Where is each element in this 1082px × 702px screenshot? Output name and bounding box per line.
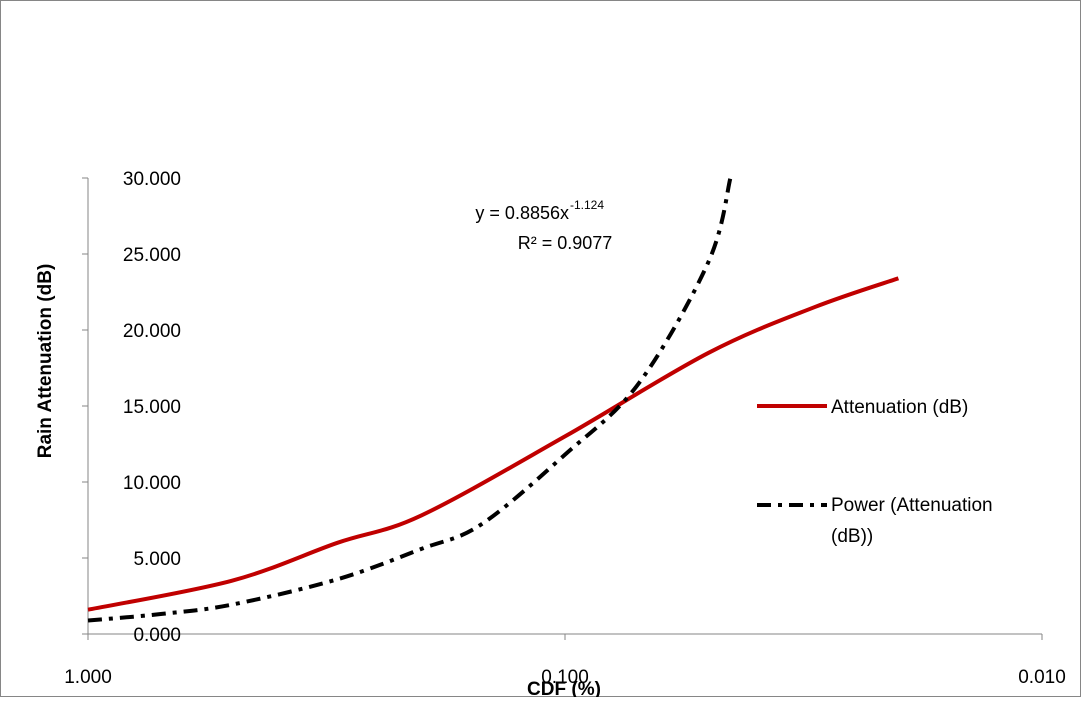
y-tick-label: 20.000 xyxy=(123,321,181,342)
y-tick-label: 25.000 xyxy=(123,245,181,266)
r-squared-label: R² = 0.9077 xyxy=(518,233,613,253)
legend-label-power-line1: Power (Attenuation xyxy=(831,495,993,516)
x-tick-label: 0.100 xyxy=(541,667,589,688)
legend-label-power-line2: (dB)) xyxy=(831,526,873,547)
y-tick-label: 10.000 xyxy=(123,473,181,494)
series-line-1 xyxy=(87,177,733,623)
svg-text:-1.124: -1.124 xyxy=(570,198,604,212)
y-tick-label: 15.000 xyxy=(123,397,181,418)
legend-label-attenuation: Attenuation (dB) xyxy=(831,397,968,418)
y-axis-title: Rain Attenuation (dB) xyxy=(35,264,56,459)
y-tick-label: 0.000 xyxy=(133,625,181,646)
x-tick-label: 0.010 xyxy=(1018,667,1066,688)
labels-layer: 0.000 5.000 10.000 15.000 20.000 25.000 30.000… xyxy=(64,169,1066,688)
axes xyxy=(82,177,1043,640)
series-layer xyxy=(87,177,900,623)
y-tick-label: 30.000 xyxy=(123,169,181,190)
equation-exponent: -1.124 xyxy=(570,198,604,212)
y-tick-label: 5.000 xyxy=(133,549,181,570)
svg-text:y = 0.8856x: y = 0.8856x xyxy=(475,203,569,223)
equation-prefix: y = 0.8856x xyxy=(475,203,569,223)
trendline-equation: y = 0.8856x -1.124 R² = 0.9077 xyxy=(475,198,612,253)
x-axis-title: CDF (%) xyxy=(527,679,601,697)
series-line-0 xyxy=(87,276,900,612)
legend: Attenuation (dB) Power (Attenuation (dB)… xyxy=(757,397,993,547)
x-tick-label: 1.000 xyxy=(64,667,112,688)
